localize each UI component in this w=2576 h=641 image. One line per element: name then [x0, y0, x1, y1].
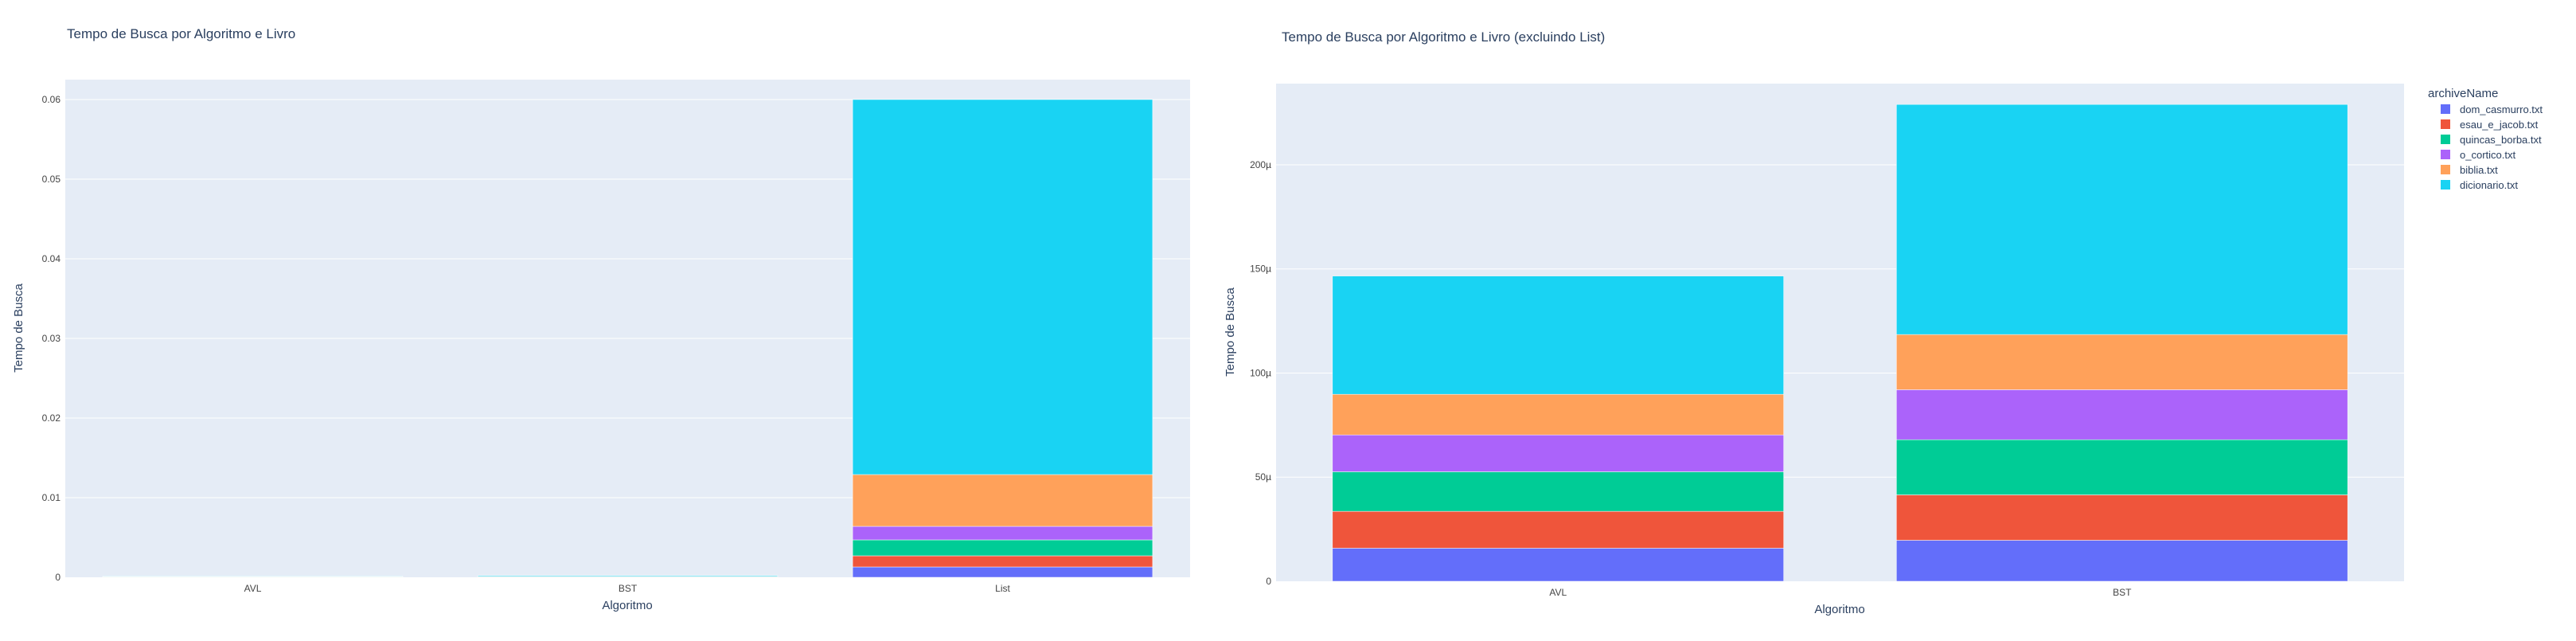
bar-segment: dicionario.txt · BST	[1896, 104, 2348, 335]
bar-segment: quincas_borba.txt · AVL	[1332, 471, 1784, 512]
bar-segment: esau_e_jacob.txt · List	[852, 555, 1153, 568]
chart-1-y-axis-label: Tempo de Busca	[12, 283, 25, 372]
bar-segment: dom_casmurro.txt · BST	[1896, 540, 2348, 582]
legend-item[interactable]: biblia.txt	[2441, 164, 2498, 176]
bar-segment: esau_e_jacob.txt · AVL	[1332, 510, 1784, 549]
y-tick-label: 0.05	[42, 174, 61, 185]
legend-swatch	[2441, 104, 2450, 114]
bar-segment: dom_casmurro.txt · AVL	[1332, 548, 1784, 582]
bar-segment: quincas_borba.txt · List	[852, 539, 1153, 557]
y-tick-label: 0.01	[42, 492, 61, 503]
y-tick-label: 50µ	[1255, 471, 1271, 483]
x-tick-label: BST	[619, 583, 638, 594]
chart-1-y-ticks: 0 0.01 0.02 0.03 0.04 0.05 0.06	[42, 94, 61, 583]
legend-item[interactable]: dom_casmurro.txt	[2441, 104, 2543, 115]
y-tick-label: 200µ	[1250, 159, 1271, 170]
chart-2: Tempo de Busca por Algoritmo e Livro (ex…	[1224, 29, 2404, 616]
legend-items: dom_casmurro.txt esau_e_jacob.txt quincas_…	[2441, 104, 2543, 191]
x-tick-label: AVL	[1549, 587, 1567, 598]
legend-item[interactable]: o_cortico.txt	[2441, 149, 2516, 161]
chart-2-y-axis-label: Tempo de Busca	[1224, 287, 1237, 376]
y-tick-label: 0.03	[42, 333, 61, 344]
x-tick-label: AVL	[244, 583, 262, 594]
y-tick-label: 0.06	[42, 94, 61, 105]
legend-swatch	[2441, 135, 2450, 144]
bar-segment: dicionario.txt · BST	[477, 575, 779, 577]
legend-title: archiveName	[2428, 87, 2498, 100]
legend-item[interactable]: dicionario.txt	[2441, 179, 2518, 191]
y-tick-label: 0	[55, 572, 60, 583]
bar-segment: biblia.txt · AVL	[1332, 393, 1784, 436]
bar-segment: quincas_borba.txt · BST	[1896, 439, 2348, 495]
chart-1-bars: dom_casmurro.txt · AVLesau_e_jacob.txt ·…	[102, 99, 1153, 578]
legend-item[interactable]: esau_e_jacob.txt	[2441, 119, 2539, 131]
legend-swatch	[2441, 165, 2450, 174]
legend-label: biblia.txt	[2460, 164, 2498, 176]
x-tick-label: BST	[2113, 587, 2132, 598]
chart-2-y-ticks: 0 50µ 100µ 150µ 200µ	[1250, 159, 1271, 587]
y-tick-label: 0	[1266, 576, 1271, 587]
bar-segment: o_cortico.txt · List	[852, 526, 1153, 541]
chart-1-title: Tempo de Busca por Algoritmo e Livro	[67, 26, 295, 41]
legend-swatch	[2441, 119, 2450, 129]
chart-1-x-ticks: AVL BST List	[244, 583, 1011, 594]
x-tick-label: List	[995, 583, 1010, 594]
legend-item[interactable]: quincas_borba.txt	[2441, 134, 2542, 146]
chart-1-x-axis-label: Algoritmo	[602, 599, 652, 612]
bar-segment: dicionario.txt · List	[852, 99, 1153, 475]
legend-swatch	[2441, 180, 2450, 190]
y-tick-label: 0.02	[42, 412, 61, 424]
bar-segment: o_cortico.txt · BST	[1896, 389, 2348, 440]
bar-segment: o_cortico.txt · AVL	[1332, 434, 1784, 472]
legend: archiveName dom_casmurro.txt esau_e_jacob…	[2428, 87, 2543, 191]
legend-label: dicionario.txt	[2460, 179, 2518, 191]
bar-segment: biblia.txt · List	[852, 474, 1153, 527]
chart-1: Tempo de Busca por Algoritmo e Livro dom…	[12, 26, 1190, 612]
legend-label: dom_casmurro.txt	[2460, 104, 2543, 115]
y-tick-label: 100µ	[1250, 367, 1271, 378]
chart-2-bars: dom_casmurro.txt · AVLesau_e_jacob.txt ·…	[1332, 104, 2348, 582]
bar-segment: biblia.txt · BST	[1896, 334, 2348, 390]
chart-2-title: Tempo de Busca por Algoritmo e Livro (ex…	[1282, 29, 1605, 45]
chart-2-x-ticks: AVL BST	[1549, 587, 2132, 598]
legend-label: quincas_borba.txt	[2460, 134, 2542, 146]
bar-segment: dom_casmurro.txt · List	[852, 566, 1153, 578]
bar-segment: esau_e_jacob.txt · BST	[1896, 494, 2348, 541]
y-tick-label: 0.04	[42, 253, 61, 264]
legend-label: esau_e_jacob.txt	[2460, 119, 2539, 131]
bar-segment: dicionario.txt · AVL	[1332, 276, 1784, 395]
y-tick-label: 150µ	[1250, 264, 1271, 275]
legend-swatch	[2441, 150, 2450, 159]
chart-2-x-axis-label: Algoritmo	[1814, 603, 1864, 616]
legend-label: o_cortico.txt	[2460, 149, 2516, 161]
